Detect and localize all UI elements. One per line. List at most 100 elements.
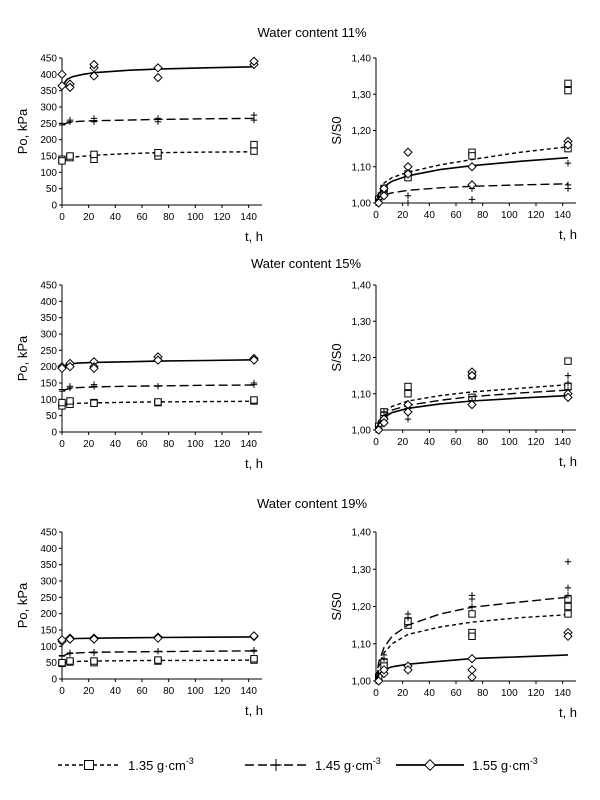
data-point-d145 (90, 118, 98, 125)
y-tick-label: 200 (40, 362, 57, 373)
data-point-d155 (403, 665, 413, 675)
chart-p0-11: 0 50 100 150 200 250 300 350 400 450 0 20 40 60 80 100 1… (15, 54, 263, 245)
legend-item-d145: 1.45 g·cm-3 (245, 756, 381, 773)
legend-label-d155: 1.55 g·cm-3 (472, 756, 538, 773)
x-tick-label: 140 (240, 439, 257, 450)
x-axis-label: t, h (245, 703, 263, 718)
data-point-d145 (564, 379, 572, 387)
data-point-d155 (467, 653, 477, 664)
data-point-d135 (468, 610, 476, 618)
series-d155 (57, 56, 259, 93)
x-tick-label: 100 (501, 688, 518, 699)
y-axis-label: S/S0 (329, 116, 344, 144)
y-tick-label: 1,00 (352, 677, 372, 688)
data-point-d155 (563, 392, 573, 403)
legend-item-d135: 1.35 g·cm-3 (58, 756, 194, 773)
data-point-d135 (154, 656, 162, 664)
data-point-d145 (404, 199, 412, 207)
chart-ss-11: 1,00 1,10 1,20 1,30 1,40 0 20 40 60 80 100 120 140 t,… (329, 54, 577, 243)
data-point-d145 (66, 650, 74, 657)
data-point-d145 (250, 111, 258, 119)
data-point-d155 (153, 63, 163, 73)
x-tick-label: 120 (528, 210, 545, 221)
data-point-d135 (468, 152, 476, 160)
x-axis-label: t, h (245, 229, 263, 244)
series-d145 (375, 558, 572, 682)
data-point-d135 (250, 655, 258, 663)
data-point-d155 (57, 81, 67, 91)
data-point-d155 (467, 370, 477, 381)
x-tick-label: 80 (477, 210, 489, 221)
data-point-d145 (66, 383, 74, 390)
data-point-d135 (468, 632, 476, 640)
y-tick-label: 400 (40, 544, 57, 555)
x-tick-label: 60 (136, 212, 148, 223)
y-tick-label: 1,40 (352, 54, 372, 65)
series-d135 (58, 396, 258, 410)
fit-line-d135 (62, 151, 255, 163)
x-tick-label: 20 (83, 212, 95, 223)
data-point-d135 (250, 147, 258, 155)
y-tick-label: 1,10 (352, 162, 372, 173)
series-d155 (57, 631, 259, 647)
fit-line-d135 (375, 384, 569, 431)
legend: 1.35 g·cm-3 1.45 g·cm-3 1.55 g·cm-3 (58, 756, 538, 773)
y-tick-label: 0 (51, 201, 57, 212)
x-tick-label: 120 (528, 688, 545, 699)
data-point-d135 (154, 149, 162, 157)
data-point-d155 (57, 69, 67, 80)
x-tick-label: 40 (424, 437, 436, 448)
y-tick-label: 300 (40, 330, 57, 341)
data-point-d155 (379, 191, 389, 201)
data-point-d155 (249, 355, 259, 365)
data-point-d155 (373, 425, 384, 435)
y-tick-label: 50 (46, 658, 58, 669)
x-tick-label: 20 (397, 437, 409, 448)
y-tick-label: 250 (40, 119, 57, 130)
legend-marker-d155 (423, 758, 437, 772)
x-tick-label: 20 (83, 686, 95, 697)
y-tick-label: 50 (46, 184, 58, 195)
x-axis-label: t, h (559, 454, 577, 469)
fit-line-d145 (375, 596, 569, 682)
data-point-d145 (154, 115, 162, 122)
y-tick-label: 1,00 (352, 199, 372, 210)
x-tick-label: 100 (501, 437, 518, 448)
data-point-d145 (66, 116, 74, 124)
data-point-d135 (250, 396, 258, 404)
data-point-d135 (404, 382, 412, 391)
data-point-d145 (90, 381, 98, 388)
data-point-d135 (58, 157, 66, 165)
data-point-d135 (404, 390, 412, 398)
x-tick-label: 40 (424, 210, 436, 221)
y-tick-label: 200 (40, 135, 57, 146)
y-tick-label: 1,30 (352, 90, 372, 101)
data-point-d135 (564, 610, 572, 618)
data-point-d155 (249, 56, 259, 66)
data-point-d135 (564, 357, 572, 365)
x-tick-label: 100 (501, 210, 518, 221)
x-axis-label: t, h (245, 456, 263, 471)
x-tick-label: 100 (187, 439, 204, 450)
legend-label-exponent: -3 (186, 756, 194, 766)
y-tick-label: 450 (40, 528, 57, 539)
x-tick-label: 80 (477, 437, 489, 448)
x-tick-label: 0 (59, 439, 65, 450)
series-d135 (374, 595, 572, 682)
y-tick-label: 450 (40, 281, 57, 292)
x-tick-label: 0 (373, 210, 379, 221)
y-axis-label: Po, kPa (15, 582, 30, 628)
x-tick-label: 0 (59, 212, 65, 223)
data-point-d155 (563, 140, 573, 150)
y-tick-label: 400 (40, 297, 57, 308)
y-tick-label: 50 (46, 411, 58, 422)
data-point-d145 (564, 592, 572, 599)
data-point-d135 (564, 79, 572, 88)
data-point-d135 (66, 397, 74, 405)
x-tick-label: 80 (163, 212, 175, 223)
data-point-d145 (380, 651, 388, 659)
data-point-d145 (564, 584, 572, 592)
x-tick-label: 140 (554, 688, 571, 699)
